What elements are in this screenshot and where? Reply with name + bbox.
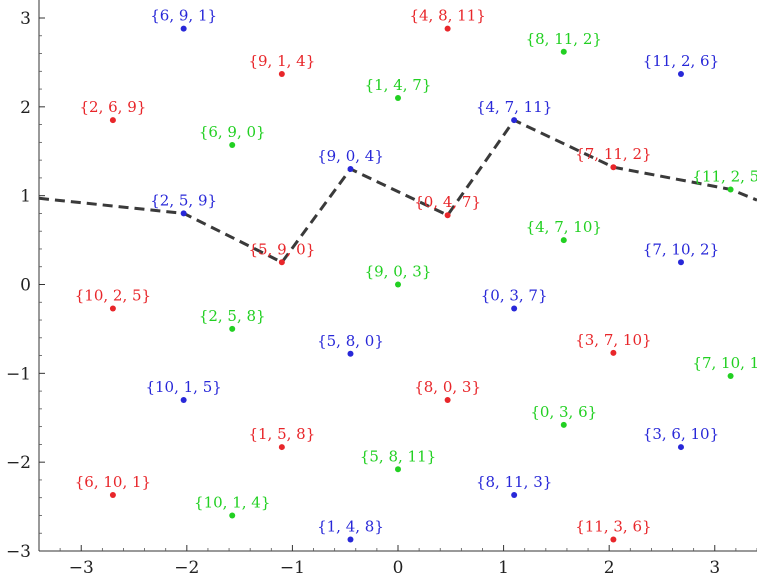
data-point — [511, 492, 518, 499]
x-tick-label: −2 — [174, 558, 199, 578]
point-label: {7, 10, 1} — [692, 354, 757, 372]
data-point — [109, 117, 116, 124]
data-point — [444, 212, 451, 219]
point-label: {9, 0, 4} — [317, 147, 384, 165]
point-label: {1, 5, 8} — [248, 425, 315, 443]
y-tick-label: −1 — [6, 364, 31, 384]
plot-area: {2, 6, 9} {10, 2, 5} {6, 10, 1} {6, 9, 1} {2… — [39, 7, 757, 543]
point-label: {1, 4, 7} — [365, 76, 432, 94]
data-point — [278, 70, 285, 77]
point-label: {7, 10, 2} — [643, 240, 719, 258]
data-point — [347, 350, 354, 357]
point-label: {8, 11, 2} — [526, 30, 602, 48]
data-point — [677, 444, 684, 451]
point-label: {9, 1, 4} — [248, 52, 315, 70]
data-point — [444, 25, 451, 32]
point-label: {4, 7, 10} — [526, 218, 602, 236]
point-label: {11, 2, 5} — [692, 167, 757, 185]
point-label: {3, 6, 10} — [643, 425, 719, 443]
y-tick-label: 1 — [20, 187, 31, 207]
point-label: {10, 1, 4} — [194, 493, 270, 511]
point-label: {5, 8, 11} — [360, 447, 436, 465]
point-label: {11, 3, 6} — [575, 517, 651, 535]
point-label: {11, 2, 6} — [643, 52, 719, 70]
point-label: {1, 4, 8} — [317, 517, 384, 535]
data-point — [180, 25, 187, 32]
data-point — [109, 492, 116, 499]
data-point — [278, 259, 285, 266]
point-label: {0, 3, 7} — [481, 286, 548, 304]
point-label: {0, 4, 7} — [414, 193, 481, 211]
point-label: {2, 5, 8} — [199, 307, 266, 325]
data-point — [560, 48, 567, 55]
data-point — [395, 466, 401, 473]
x-tick-label: 2 — [604, 558, 615, 578]
point-label: {7, 11, 2} — [575, 145, 651, 163]
data-point — [347, 536, 354, 543]
data-point — [229, 325, 236, 332]
data-point — [560, 421, 567, 428]
point-label: {4, 8, 11} — [409, 7, 485, 25]
x-tick-label: 0 — [393, 558, 404, 578]
x-tick-label: −1 — [280, 558, 305, 578]
data-point — [229, 512, 236, 519]
y-tick-label: −3 — [6, 542, 31, 562]
y-tick-label: 2 — [20, 98, 31, 118]
data-point — [610, 349, 617, 356]
data-point — [109, 305, 116, 312]
y-tick-label: 0 — [20, 276, 31, 296]
data-point — [444, 396, 451, 403]
data-point — [610, 164, 617, 171]
point-label: {10, 1, 5} — [145, 378, 221, 396]
y-tick-label: −2 — [6, 453, 31, 473]
x-tick-label: 1 — [498, 558, 509, 578]
data-point — [727, 372, 734, 379]
point-label: {4, 7, 11} — [476, 98, 552, 116]
point-label: {6, 9, 0} — [199, 123, 266, 141]
point-label: {2, 5, 9} — [150, 191, 217, 209]
data-point — [395, 281, 401, 288]
data-point — [278, 444, 285, 451]
data-point — [511, 305, 518, 312]
data-point — [560, 237, 567, 244]
data-point — [511, 117, 518, 124]
data-point — [180, 210, 187, 217]
data-point — [347, 166, 354, 173]
point-label: {8, 0, 3} — [414, 378, 481, 396]
axes: −3 −2 −1 0 1 2 3 −3 −2 −1 0 1 2 3 — [6, 0, 757, 578]
data-point — [677, 259, 684, 266]
point-label: {5, 8, 0} — [317, 332, 384, 350]
x-tick-label: 3 — [709, 558, 720, 578]
dashed-path-line — [39, 118, 757, 265]
data-point — [229, 142, 236, 149]
x-tick-label: −3 — [69, 558, 94, 578]
point-label: {9, 0, 3} — [365, 263, 432, 281]
point-label: {6, 9, 1} — [150, 7, 217, 25]
point-label: {5, 9, 0} — [248, 240, 315, 258]
data-point — [180, 396, 187, 403]
data-point — [610, 536, 617, 543]
point-label: {8, 11, 3} — [476, 473, 552, 491]
point-label: {0, 3, 6} — [530, 403, 597, 421]
y-tick-label: 3 — [20, 9, 31, 29]
data-point — [677, 70, 684, 77]
point-label: {2, 6, 9} — [80, 98, 147, 116]
point-label: {10, 2, 5} — [75, 286, 151, 304]
point-label: {6, 10, 1} — [75, 473, 151, 491]
data-point — [395, 94, 401, 101]
point-label: {3, 7, 10} — [575, 331, 651, 349]
data-point — [727, 186, 734, 193]
